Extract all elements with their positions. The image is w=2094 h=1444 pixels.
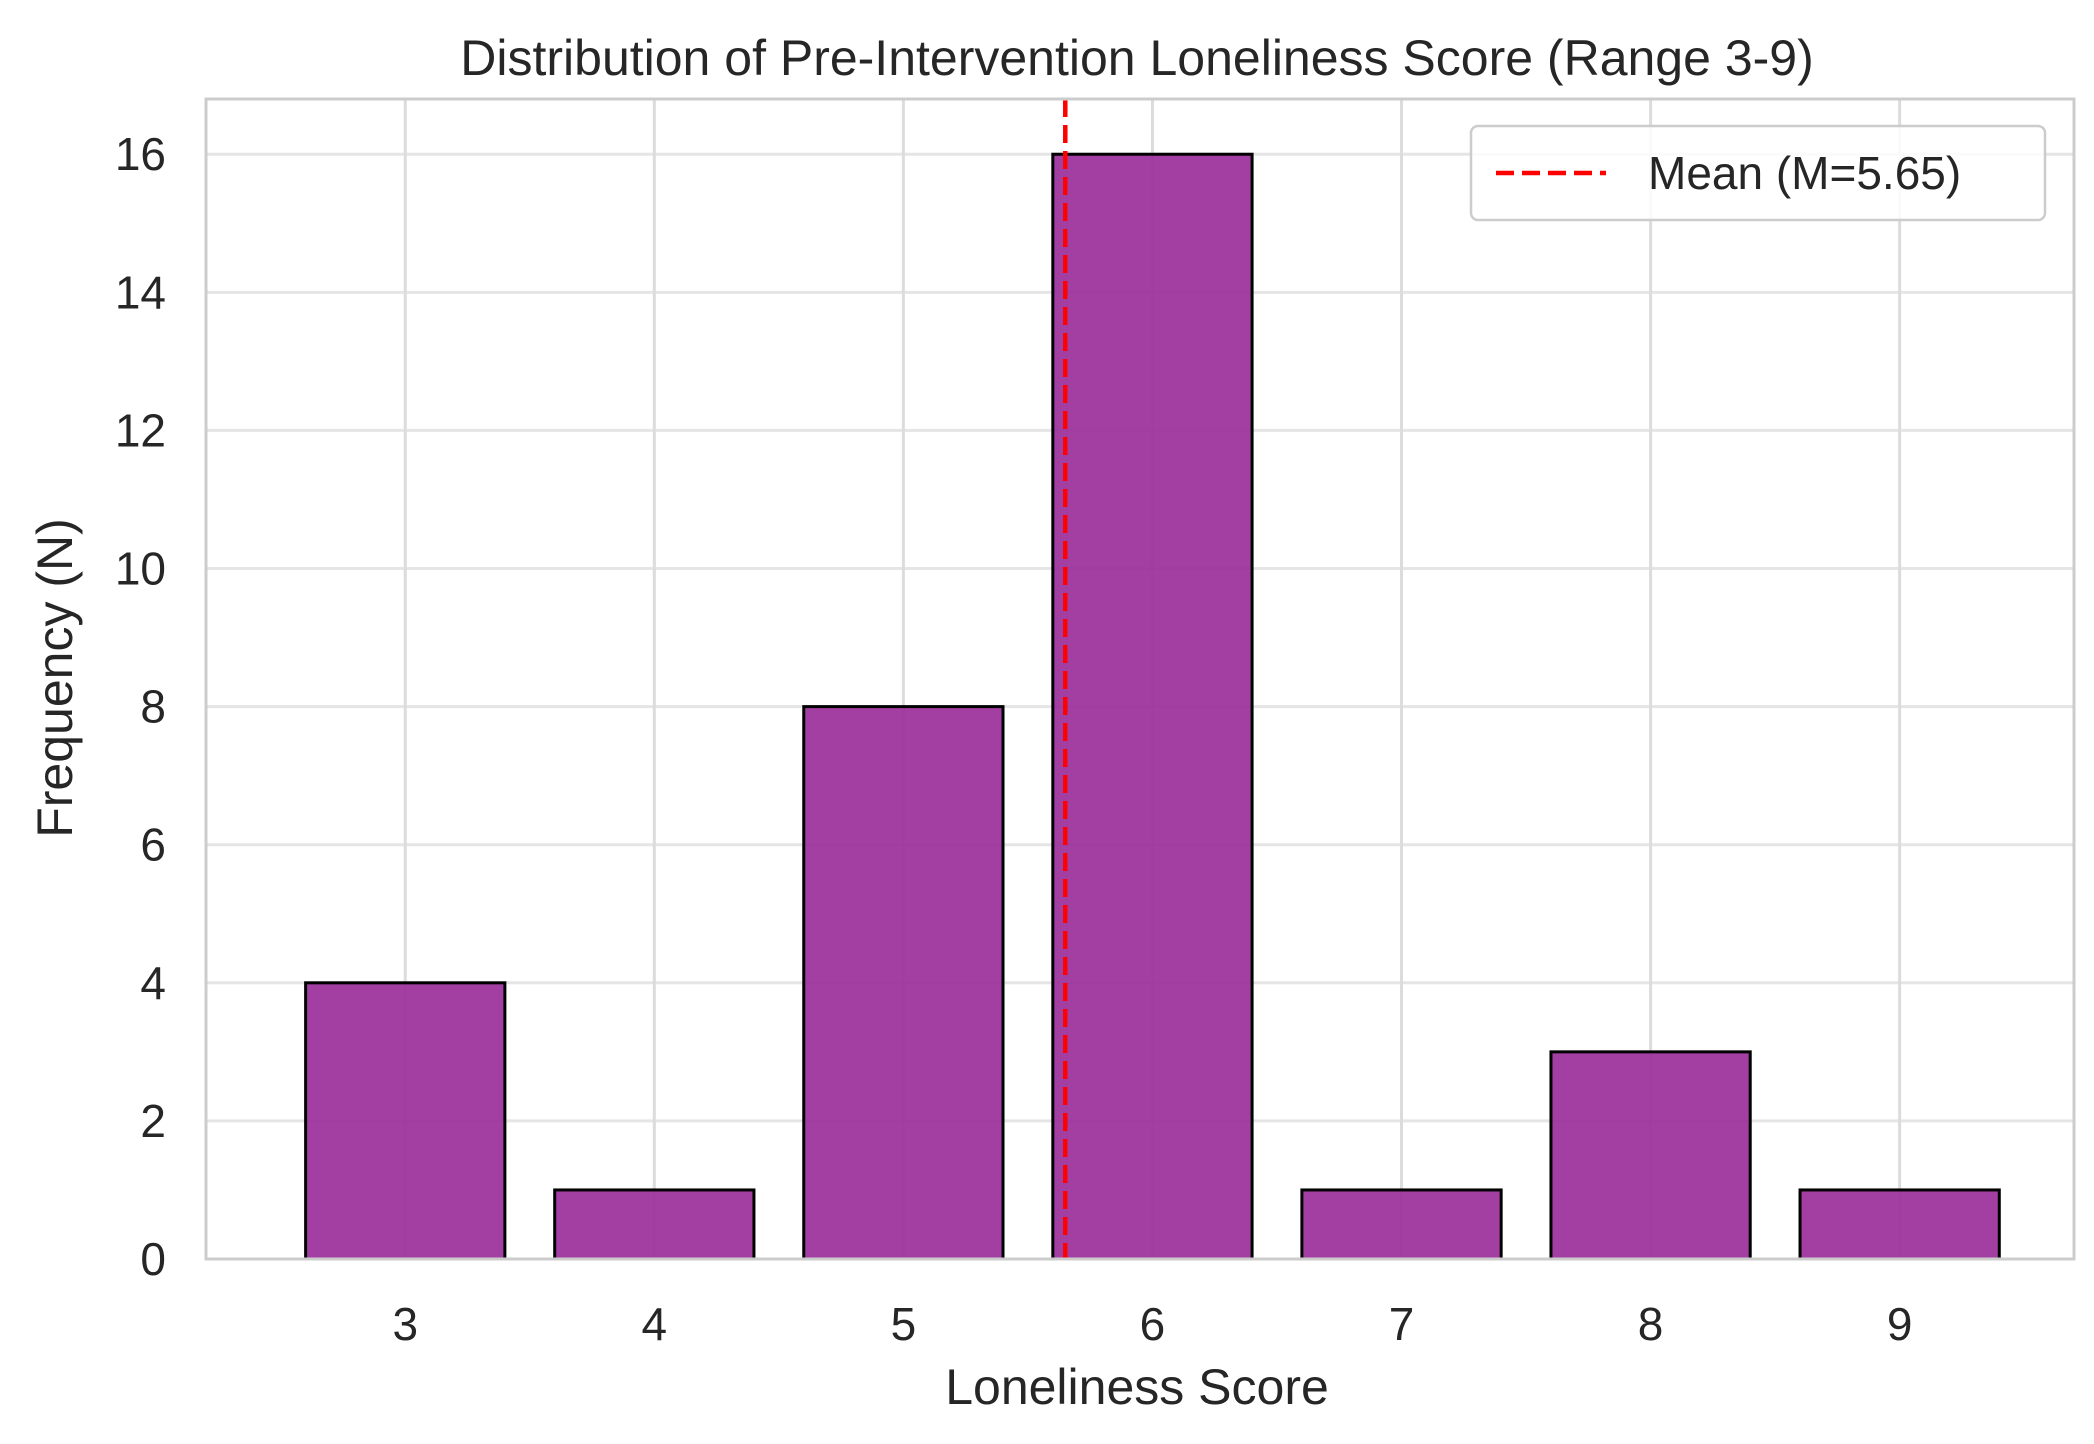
x-tick-label: 9	[1887, 1298, 1913, 1350]
y-tick-label: 4	[140, 957, 166, 1009]
y-tick-label: 0	[140, 1233, 166, 1285]
y-tick-label: 10	[115, 543, 166, 595]
bar-score-6	[1051, 152, 1254, 1261]
x-tick-label: 7	[1389, 1298, 1415, 1350]
x-tick-label: 3	[392, 1298, 418, 1350]
bar-score-7	[1300, 1188, 1503, 1261]
y-axis-label: Frequency (N)	[27, 518, 83, 838]
bars-layer	[304, 152, 2001, 1261]
bar-score-5	[802, 705, 1005, 1261]
y-tick-label: 16	[115, 128, 166, 180]
chart-title: Distribution of Pre-Intervention Lonelin…	[460, 30, 1813, 86]
legend-mean-label: Mean (M=5.65)	[1648, 147, 1961, 199]
x-tick-label: 6	[1140, 1298, 1166, 1350]
legend-box	[1469, 124, 2047, 222]
plot-area-frame	[204, 97, 2076, 1261]
y-tick-label: 8	[140, 681, 166, 733]
y-tick-label: 2	[140, 1095, 166, 1147]
bar-score-3	[304, 981, 507, 1261]
bar-score-4	[553, 1188, 756, 1261]
bar-score-8	[1549, 1050, 1752, 1261]
y-tick-label: 14	[115, 266, 166, 318]
x-tick-label: 8	[1638, 1298, 1664, 1350]
x-axis-label: Loneliness Score	[945, 1359, 1329, 1415]
y-tick-labels: 0 2 4 6 8 10 12 14 16	[115, 128, 166, 1285]
x-tick-labels: 3 4 5 6 7 8 9	[392, 1298, 1912, 1350]
y-tick-label: 6	[140, 819, 166, 871]
legend: Mean (M=5.65)	[1469, 124, 2047, 222]
x-tick-label: 4	[642, 1298, 668, 1350]
x-tick-label: 5	[891, 1298, 917, 1350]
bar-score-9	[1798, 1188, 2001, 1261]
y-tick-label: 12	[115, 404, 166, 456]
